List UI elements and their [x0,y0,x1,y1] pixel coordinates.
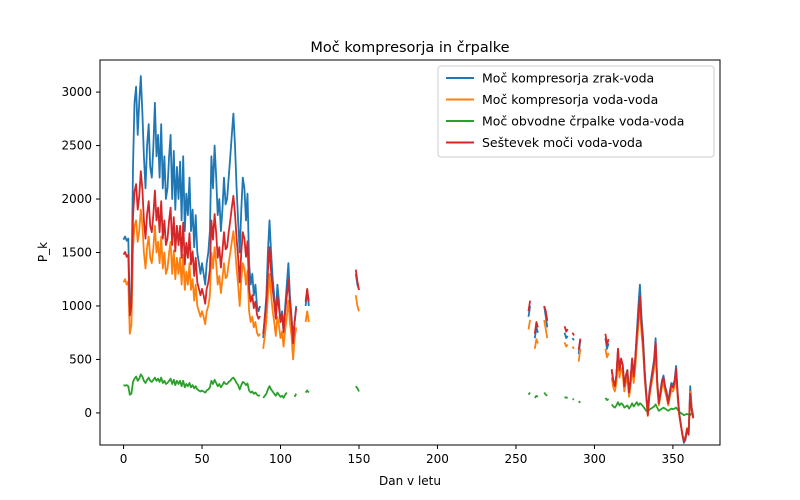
legend-box [437,65,715,158]
series-segment [577,338,582,350]
series-segment [293,393,298,398]
series-segment [122,75,261,313]
y-tick-label: 2000 [61,192,92,206]
x-tick-label: 300 [583,452,606,466]
x-tick-label: 150 [348,452,371,466]
series-line-3 [123,373,694,417]
x-tick-label: 0 [120,452,128,466]
series-segment [543,305,549,322]
series-segment [610,283,695,444]
y-tick-label: 1000 [61,299,92,313]
series-segment [533,338,539,349]
x-tick-label: 350 [661,452,684,466]
y-axis: 0 500 1000 1500 2000 2500 3000 [61,85,100,420]
legend-label: Moč obvodne črpalke voda-voda [482,114,684,129]
x-axis: 0 50 100 150 200 250 300 350 [120,445,684,466]
chart-title: Moč kompresorja in črpalke [310,40,509,56]
x-tick-label: 50 [194,452,209,466]
series-segment [571,332,575,336]
x-tick-label: 200 [426,452,449,466]
series-segment [563,341,569,348]
series-segment [543,392,548,397]
series-segment [123,373,261,397]
series-segment [527,319,531,330]
y-tick-label: 3000 [61,85,92,99]
y-tick-label: 1500 [61,246,92,260]
x-tick-label: 100 [269,452,292,466]
series-segment [122,170,261,320]
series-segment [534,394,539,399]
legend-label: Moč kompresorja zrak-voda [482,71,654,86]
y-axis-label: P_k [36,242,50,262]
series-segment [527,392,531,396]
x-axis-label: Dan v letu [379,474,441,488]
y-tick-label: 2500 [61,139,92,153]
x-tick-label: 250 [504,452,527,466]
series-segment [604,348,610,359]
series-segment [122,208,261,337]
series-segment [604,397,610,402]
series-segment [304,389,310,394]
series-segment [354,269,360,291]
series-segment [304,310,310,323]
series-segment [354,295,360,312]
series-line-4 [122,170,695,443]
y-tick-label: 0 [84,406,92,420]
series-segment [564,396,568,399]
series-segment [304,287,310,302]
series-segment [577,348,582,362]
series-segment [262,246,298,345]
y-tick-label: 500 [69,352,92,366]
series-segment [527,300,531,312]
legend-label: Moč kompresorja voda-voda [482,92,658,107]
series-segment [610,401,694,417]
series-segment [604,333,610,346]
series-segment [563,326,569,333]
series-segment [543,319,549,339]
series-segment [262,272,298,361]
series-segment [563,332,569,340]
series-layer [122,75,695,444]
series-segment [571,346,575,350]
series-segment [610,295,695,443]
series-segment [578,400,581,404]
series-segment [571,337,575,341]
series-segment [355,385,360,392]
series-segment [533,321,539,334]
legend-label: Seštevek moči voda-voda [482,135,643,150]
series-segment [572,398,575,401]
series-segment [262,385,288,399]
legend: Moč kompresorja zrak-voda Moč kompresorja… [437,65,715,158]
